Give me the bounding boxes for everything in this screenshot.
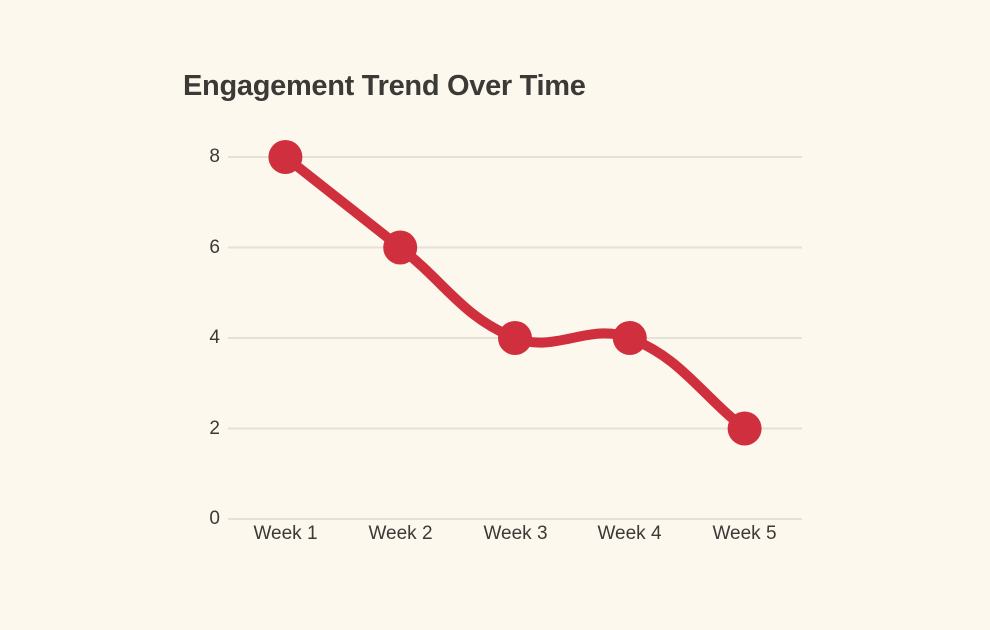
y-tick-label: 8 (209, 146, 220, 167)
y-tick-label: 2 (209, 418, 220, 439)
y-tick-label: 0 (209, 508, 220, 529)
y-tick-label: 4 (209, 327, 220, 348)
x-tick-label: Week 5 (712, 523, 777, 544)
data-point-marker (383, 230, 418, 265)
data-point-marker (727, 411, 762, 446)
data-point-marker (612, 321, 647, 355)
x-tick-label: Week 2 (368, 523, 433, 544)
x-tick-label: Week 1 (253, 523, 318, 544)
trend-line (280, 152, 750, 434)
chart-title: Engagement Trend Over Time (183, 70, 586, 102)
x-tick-label: Week 3 (483, 523, 548, 544)
data-point-marker (268, 140, 303, 174)
x-tick-label: Week 4 (597, 523, 662, 544)
y-tick-label: 6 (209, 237, 220, 258)
data-point-marker (498, 321, 532, 355)
